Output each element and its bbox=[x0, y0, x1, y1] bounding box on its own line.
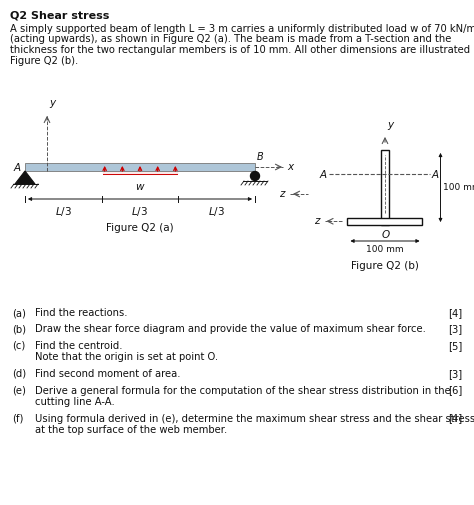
Text: Note that the origin is set at point O.: Note that the origin is set at point O. bbox=[35, 352, 218, 363]
Text: [4]: [4] bbox=[448, 414, 462, 424]
Text: at the top surface of the web member.: at the top surface of the web member. bbox=[35, 425, 227, 435]
Text: $B$: $B$ bbox=[256, 150, 264, 162]
Text: $w$: $w$ bbox=[135, 182, 145, 192]
Bar bbox=[25, 163, 255, 171]
Text: $L/3$: $L/3$ bbox=[208, 205, 225, 218]
Text: [6]: [6] bbox=[448, 385, 462, 395]
Text: Find the reactions.: Find the reactions. bbox=[35, 308, 128, 318]
Text: Figure Q2 (a): Figure Q2 (a) bbox=[106, 223, 174, 233]
Text: Figure Q2 (b): Figure Q2 (b) bbox=[351, 261, 419, 271]
Text: $O$: $O$ bbox=[381, 228, 391, 240]
Circle shape bbox=[250, 172, 259, 180]
Text: cutting line A-A.: cutting line A-A. bbox=[35, 397, 115, 407]
Text: (e): (e) bbox=[12, 385, 26, 395]
Polygon shape bbox=[15, 171, 35, 184]
Text: [3]: [3] bbox=[448, 369, 462, 379]
Text: Using formula derived in (e), determine the maximum shear stress and the shear s: Using formula derived in (e), determine … bbox=[35, 414, 474, 424]
Text: [4]: [4] bbox=[448, 308, 462, 318]
Text: (a): (a) bbox=[12, 308, 26, 318]
Text: A simply supported beam of length L = 3 m carries a uniformly distributed load w: A simply supported beam of length L = 3 … bbox=[10, 24, 474, 34]
Text: (c): (c) bbox=[12, 341, 25, 351]
Text: (d): (d) bbox=[12, 369, 26, 379]
Text: (b): (b) bbox=[12, 325, 26, 334]
Text: Find second moment of area.: Find second moment of area. bbox=[35, 369, 181, 379]
Text: $L/3$: $L/3$ bbox=[55, 205, 72, 218]
Text: Draw the shear force diagram and provide the value of maximum shear force.: Draw the shear force diagram and provide… bbox=[35, 325, 426, 334]
Text: $y$: $y$ bbox=[387, 120, 395, 132]
Text: $L/3$: $L/3$ bbox=[131, 205, 148, 218]
Bar bbox=[347, 218, 422, 225]
Text: $x$: $x$ bbox=[287, 162, 295, 172]
Text: Q2 Shear stress: Q2 Shear stress bbox=[10, 10, 109, 20]
Text: $A$: $A$ bbox=[319, 168, 328, 180]
Text: $z$: $z$ bbox=[279, 189, 287, 199]
Text: $A$: $A$ bbox=[431, 168, 440, 180]
Text: 100 mm: 100 mm bbox=[366, 245, 404, 254]
Text: [3]: [3] bbox=[448, 325, 462, 334]
Text: (f): (f) bbox=[12, 414, 23, 424]
Text: [5]: [5] bbox=[448, 341, 462, 351]
Text: Find the centroid.: Find the centroid. bbox=[35, 341, 122, 351]
Text: $z$: $z$ bbox=[314, 216, 321, 226]
Text: $y$: $y$ bbox=[49, 98, 57, 110]
Text: $A$: $A$ bbox=[13, 161, 22, 173]
Text: 100 mm: 100 mm bbox=[444, 183, 474, 192]
Text: (acting upwards), as shown in Figure Q2 (a). The beam is made from a T-section a: (acting upwards), as shown in Figure Q2 … bbox=[10, 34, 451, 44]
Text: Derive a general formula for the computation of the shear stress distribution in: Derive a general formula for the computa… bbox=[35, 385, 451, 395]
Bar bbox=[381, 150, 389, 225]
Text: thickness for the two rectangular members is of 10 mm. All other dimensions are : thickness for the two rectangular member… bbox=[10, 45, 474, 55]
Text: Figure Q2 (b).: Figure Q2 (b). bbox=[10, 56, 78, 66]
